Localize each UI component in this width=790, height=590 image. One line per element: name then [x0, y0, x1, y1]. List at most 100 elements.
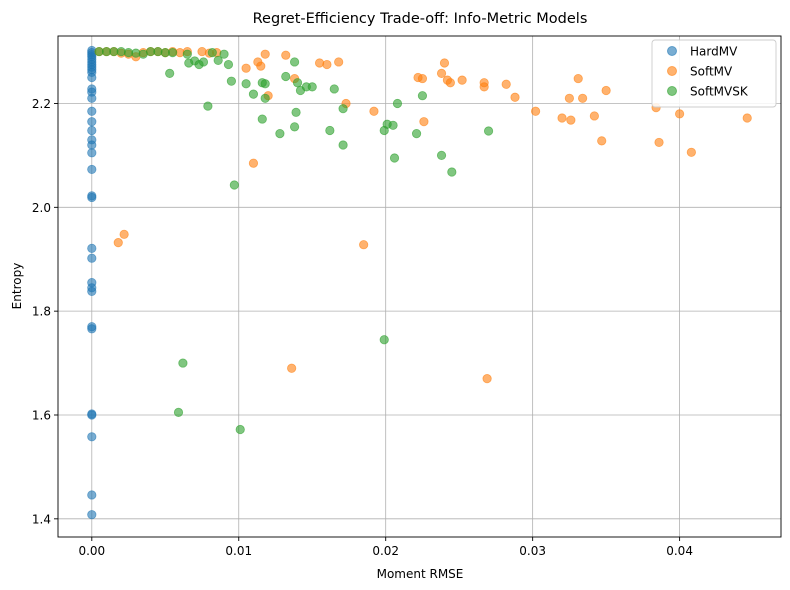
data-point — [87, 125, 97, 136]
data-point — [198, 57, 209, 67]
data-point — [530, 106, 541, 116]
axes-frame — [57, 35, 782, 538]
data-point — [87, 324, 97, 334]
y-tick-label: 1.8 — [32, 305, 51, 319]
data-point — [379, 335, 389, 345]
data-point — [87, 432, 97, 442]
data-point — [417, 73, 428, 84]
data-point — [287, 363, 297, 373]
plot-area — [54, 35, 782, 541]
data-point — [87, 164, 97, 175]
data-point — [291, 107, 301, 117]
data-point — [248, 89, 259, 99]
series-hardmv — [87, 45, 97, 520]
data-point — [411, 129, 422, 139]
data-point — [87, 192, 97, 203]
data-point — [173, 407, 184, 417]
data-point — [87, 410, 97, 420]
data-point — [281, 50, 291, 60]
data-point — [292, 78, 303, 88]
data-point — [482, 374, 492, 384]
data-point — [87, 117, 97, 127]
data-point — [226, 76, 237, 86]
data-point — [229, 180, 239, 190]
data-point — [87, 72, 97, 83]
data-point — [566, 115, 576, 125]
data-point — [338, 140, 348, 150]
data-point — [260, 79, 270, 89]
data-point — [178, 358, 188, 368]
data-point — [322, 59, 332, 70]
y-tick-label: 2.0 — [32, 201, 51, 215]
data-point — [338, 104, 348, 114]
data-point — [447, 167, 457, 177]
data-point — [334, 57, 344, 67]
data-point — [686, 147, 696, 157]
data-point — [445, 78, 455, 88]
data-point — [248, 158, 259, 168]
data-point — [369, 106, 379, 116]
data-point — [479, 82, 489, 92]
data-point — [275, 129, 285, 139]
data-point — [182, 49, 192, 59]
data-point — [578, 93, 588, 103]
data-point — [87, 93, 97, 103]
data-point — [260, 49, 270, 59]
data-point — [325, 125, 335, 136]
data-point — [564, 93, 574, 103]
data-point — [329, 84, 339, 94]
x-tick-label: 0.03 — [519, 544, 546, 558]
data-point — [213, 55, 223, 66]
data-point — [436, 68, 447, 78]
data-point — [359, 240, 369, 250]
data-point — [241, 79, 251, 89]
data-point — [388, 120, 398, 130]
series-softmvsk — [94, 46, 494, 435]
data-point — [597, 136, 607, 146]
legend: HardMV SoftMV SoftMVSK — [651, 39, 777, 108]
data-point — [389, 153, 400, 163]
x-tick-label: 0.01 — [225, 544, 252, 558]
data-point — [260, 93, 270, 103]
data-point — [289, 122, 300, 132]
data-point — [168, 48, 178, 58]
data-point — [119, 229, 129, 239]
x-tick-label: 0.02 — [372, 544, 399, 558]
y-axis-label: Entropy — [10, 263, 24, 310]
data-point — [457, 75, 467, 85]
data-point — [87, 140, 97, 150]
data-point — [256, 61, 266, 71]
data-point — [589, 111, 599, 121]
y-tick-label: 2.2 — [32, 97, 51, 111]
data-point — [654, 137, 664, 148]
data-point — [184, 58, 194, 68]
data-point — [557, 113, 567, 123]
data-point — [197, 46, 207, 57]
data-point — [219, 49, 229, 59]
data-point — [207, 48, 217, 58]
data-point — [675, 109, 685, 119]
data-point — [314, 58, 325, 68]
data-point — [87, 106, 97, 116]
x-tick-label: 0.04 — [666, 544, 693, 558]
data-point — [601, 85, 611, 96]
data-point — [436, 150, 447, 161]
data-point — [113, 238, 123, 248]
data-point — [281, 71, 291, 82]
data-point — [439, 58, 450, 68]
legend-label: SoftMVSK — [690, 85, 749, 99]
data-point — [87, 510, 97, 520]
legend-box — [651, 39, 777, 108]
data-point — [501, 79, 511, 89]
data-point — [307, 82, 317, 92]
x-axis-label: Moment RMSE — [377, 567, 464, 581]
data-point — [289, 57, 300, 67]
data-point — [419, 117, 429, 127]
legend-marker — [667, 66, 677, 76]
data-point — [510, 92, 520, 102]
y-tick-label: 1.6 — [32, 408, 51, 422]
data-point — [223, 59, 234, 70]
y-tick-label: 1.4 — [32, 512, 51, 526]
legend-marker — [667, 86, 677, 96]
data-point — [392, 98, 403, 109]
